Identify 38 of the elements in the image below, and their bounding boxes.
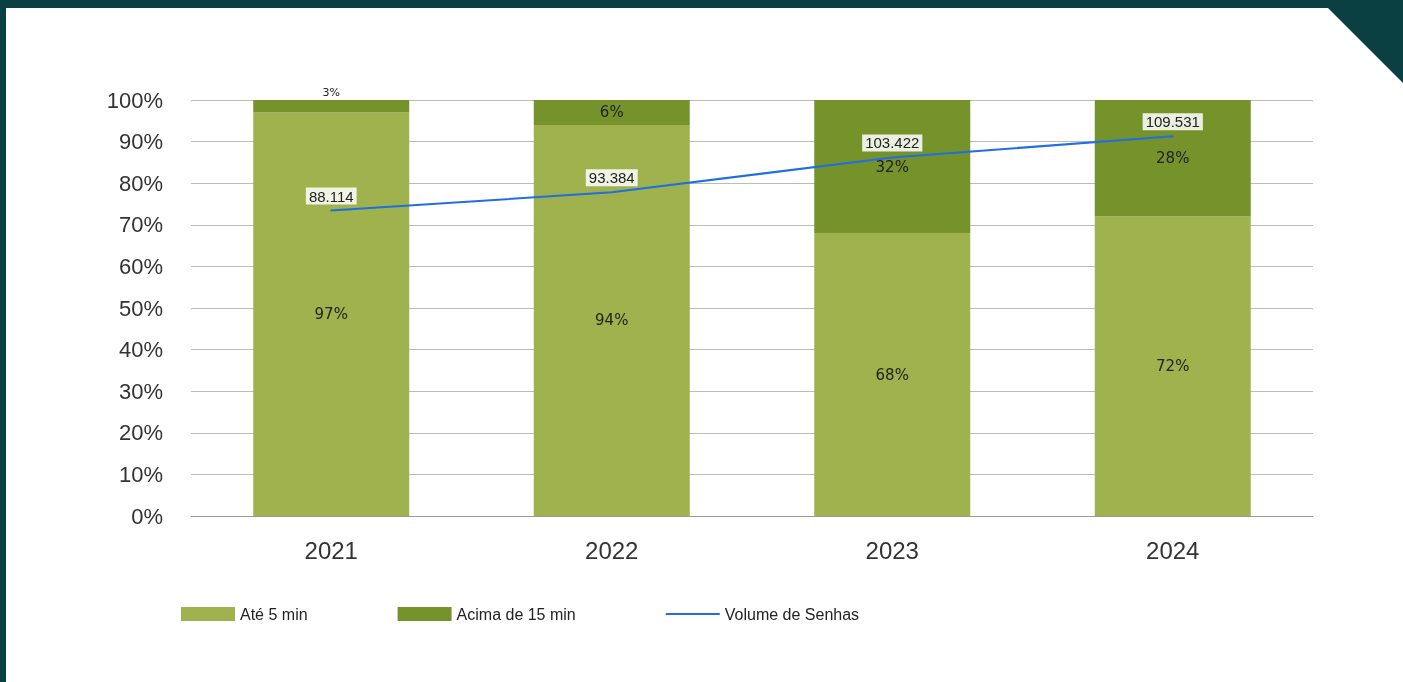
data-label: 28% <box>1156 149 1190 168</box>
x-tick-label: 2022 <box>585 536 639 564</box>
bar <box>253 100 410 113</box>
y-tick-label: 30% <box>118 378 163 404</box>
y-tick-label: 10% <box>118 461 163 487</box>
legend-label: Volume de Senhas <box>724 605 860 623</box>
x-tick-label: 2021 <box>304 536 358 564</box>
data-label: 6% <box>599 103 624 122</box>
y-tick-label: 90% <box>118 129 163 155</box>
bar <box>1094 100 1251 217</box>
y-tick-label: 20% <box>118 420 163 446</box>
bar <box>1094 216 1251 516</box>
y-tick-label: 100% <box>106 87 163 113</box>
data-label: 88.114 <box>308 187 354 205</box>
y-tick-label: 80% <box>118 170 163 196</box>
data-label: 94% <box>595 311 629 330</box>
bar <box>814 233 971 516</box>
bar <box>814 100 971 234</box>
y-tick-label: 40% <box>118 337 163 363</box>
data-label: 32% <box>875 157 909 176</box>
x-tick-label: 2023 <box>865 536 919 564</box>
bar <box>253 112 410 516</box>
bar <box>533 100 690 125</box>
data-label: 97% <box>314 305 348 324</box>
y-tick-label: 50% <box>118 295 163 321</box>
legend-label: Até 5 min <box>240 605 308 623</box>
bar <box>533 124 690 516</box>
data-label: 72% <box>1156 357 1190 376</box>
data-label: 68% <box>875 365 909 384</box>
x-tick-label: 2024 <box>1146 536 1200 564</box>
data-label: 109.531 <box>1145 113 1200 131</box>
data-label: 3% <box>322 86 340 99</box>
data-label: 93.384 <box>588 169 635 187</box>
data-label: 103.422 <box>865 134 920 152</box>
y-tick-label: 70% <box>118 212 163 238</box>
y-tick-label: 0% <box>131 503 163 529</box>
y-tick-label: 60% <box>118 253 163 279</box>
legend-label: Acima de 15 min <box>456 605 576 623</box>
